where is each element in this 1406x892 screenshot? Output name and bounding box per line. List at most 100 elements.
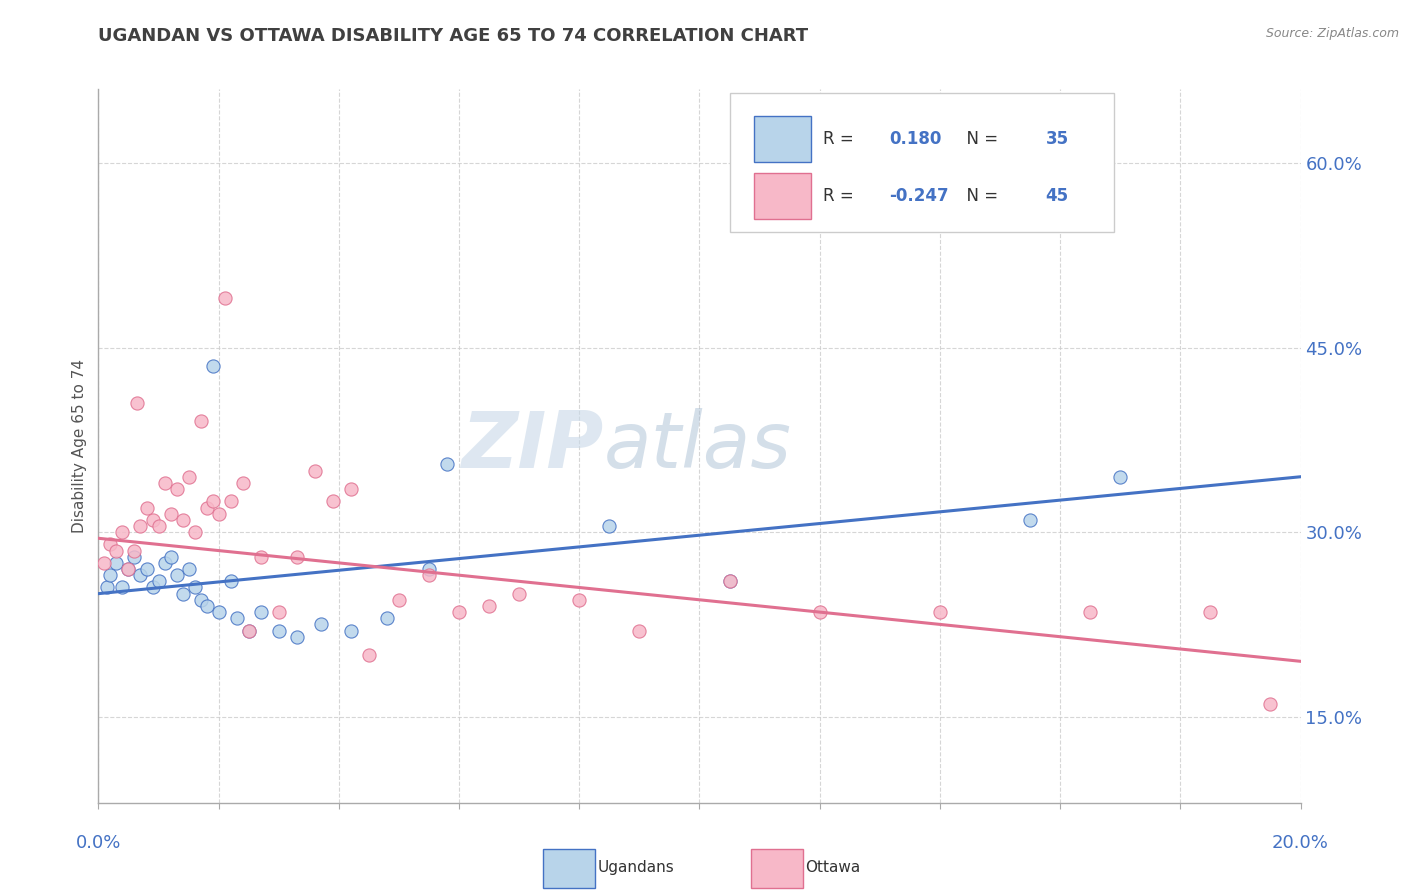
Point xyxy=(117,562,139,576)
Text: Source: ZipAtlas.com: Source: ZipAtlas.com xyxy=(1265,27,1399,40)
Point xyxy=(340,482,363,496)
Point xyxy=(195,500,218,515)
Y-axis label: Disability Age 65 to 74: Disability Age 65 to 74 xyxy=(72,359,87,533)
Point xyxy=(267,605,290,619)
Point xyxy=(111,525,134,540)
Point xyxy=(96,581,118,595)
Point xyxy=(249,549,271,564)
Point xyxy=(148,519,170,533)
Point xyxy=(100,568,122,582)
Point xyxy=(172,587,194,601)
Point xyxy=(267,624,290,638)
Point xyxy=(201,359,224,373)
Text: -0.247: -0.247 xyxy=(890,187,949,205)
Point xyxy=(105,543,128,558)
Point xyxy=(148,574,170,589)
Point xyxy=(208,605,231,619)
Point xyxy=(141,513,163,527)
Point xyxy=(190,592,212,607)
Point xyxy=(219,494,242,508)
Text: UGANDAN VS OTTAWA DISABILITY AGE 65 TO 74 CORRELATION CHART: UGANDAN VS OTTAWA DISABILITY AGE 65 TO 7… xyxy=(98,27,808,45)
Point xyxy=(117,562,139,576)
Point xyxy=(1199,605,1222,619)
Point xyxy=(177,562,200,576)
Point xyxy=(1109,469,1132,483)
Text: 45: 45 xyxy=(1046,187,1069,205)
Text: 0.180: 0.180 xyxy=(890,130,942,148)
Point xyxy=(183,581,205,595)
Point xyxy=(929,605,952,619)
Text: 0.0%: 0.0% xyxy=(76,833,121,852)
Point xyxy=(309,617,332,632)
Point xyxy=(238,624,260,638)
Point xyxy=(201,494,224,508)
Text: Ottawa: Ottawa xyxy=(806,860,860,874)
Point xyxy=(105,556,128,570)
Point xyxy=(166,568,188,582)
Point xyxy=(1078,605,1101,619)
Point xyxy=(93,556,115,570)
Point xyxy=(418,568,440,582)
Point xyxy=(447,605,470,619)
Point xyxy=(172,513,194,527)
Point xyxy=(418,562,440,576)
Text: 20.0%: 20.0% xyxy=(1272,833,1329,852)
Point xyxy=(183,525,205,540)
Point xyxy=(159,507,181,521)
Point xyxy=(436,458,458,472)
Point xyxy=(628,624,651,638)
Point xyxy=(129,568,152,582)
Point xyxy=(285,630,308,644)
Point xyxy=(375,611,398,625)
Point xyxy=(153,475,176,490)
Text: N =: N = xyxy=(956,130,1002,148)
Point xyxy=(166,482,188,496)
Point xyxy=(1260,698,1282,712)
Point xyxy=(141,581,163,595)
Text: R =: R = xyxy=(824,187,859,205)
FancyBboxPatch shape xyxy=(730,93,1114,232)
Point xyxy=(718,574,741,589)
Text: N =: N = xyxy=(956,187,1002,205)
Text: Ugandans: Ugandans xyxy=(598,860,673,874)
Point xyxy=(190,414,212,428)
Point xyxy=(135,562,157,576)
Point xyxy=(135,500,157,515)
Point xyxy=(127,396,149,410)
Point xyxy=(153,556,176,570)
Point xyxy=(208,507,231,521)
Point xyxy=(195,599,218,613)
Point xyxy=(124,543,146,558)
Point xyxy=(225,611,247,625)
Text: 35: 35 xyxy=(1046,130,1069,148)
Point xyxy=(388,592,411,607)
Text: R =: R = xyxy=(824,130,859,148)
Point xyxy=(568,592,591,607)
Point xyxy=(177,469,200,483)
Point xyxy=(357,648,380,662)
Point xyxy=(219,574,242,589)
Point xyxy=(340,624,363,638)
Point xyxy=(214,291,236,305)
Point xyxy=(808,605,831,619)
FancyBboxPatch shape xyxy=(751,849,803,888)
Point xyxy=(322,494,344,508)
Point xyxy=(478,599,501,613)
Point xyxy=(249,605,271,619)
Point xyxy=(232,475,254,490)
FancyBboxPatch shape xyxy=(754,173,811,219)
Point xyxy=(718,574,741,589)
Point xyxy=(304,464,326,478)
Text: ZIP: ZIP xyxy=(461,408,603,484)
Point xyxy=(508,587,530,601)
Point xyxy=(124,549,146,564)
Point xyxy=(159,549,181,564)
Point xyxy=(1019,513,1042,527)
FancyBboxPatch shape xyxy=(543,849,595,888)
FancyBboxPatch shape xyxy=(754,116,811,162)
Text: atlas: atlas xyxy=(603,408,792,484)
Point xyxy=(238,624,260,638)
Point xyxy=(598,519,620,533)
Point xyxy=(111,581,134,595)
Point xyxy=(285,549,308,564)
